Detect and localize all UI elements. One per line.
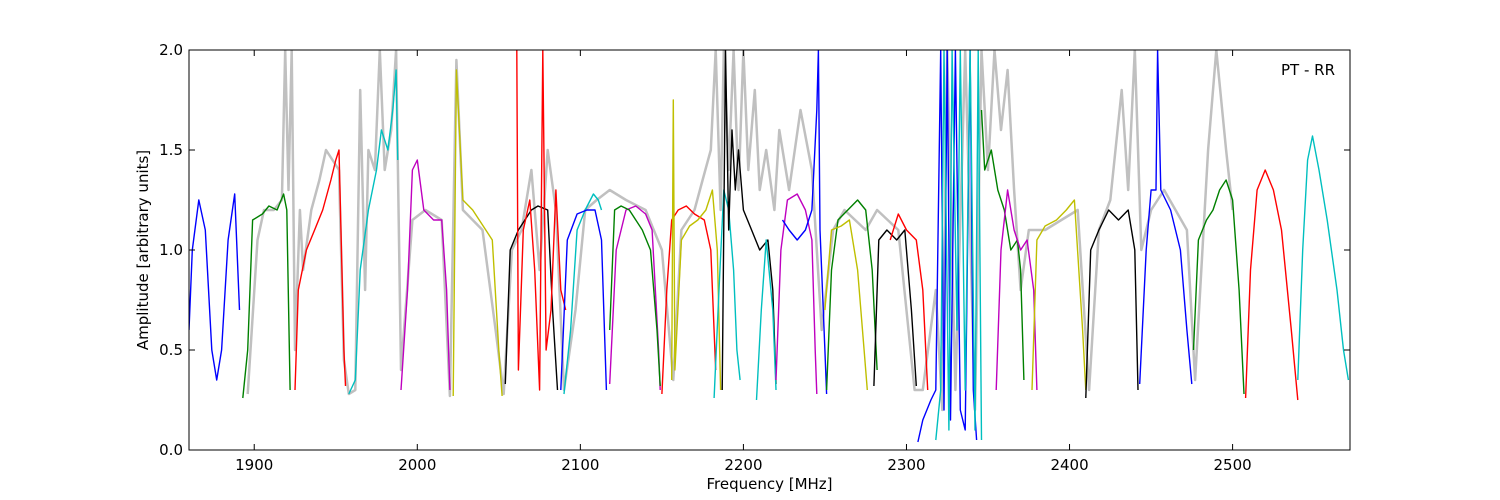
x-tick-label: 2100 [561,456,599,474]
series-line-29 [1085,209,1139,399]
x-tick-label: 2400 [1050,456,1088,474]
background-series-line [246,50,1234,412]
series-line-27 [995,189,1038,391]
series-line-23 [889,213,929,391]
series-line-26 [980,109,1025,381]
series-layer [189,50,1350,443]
series-line-18 [775,193,818,395]
series-line-16 [721,50,777,391]
x-axis-ticks: 1900 2000 2100 2200 2300 2400 2500 [235,50,1252,474]
y-axis-label: Amplitude [arbitrary units] [134,150,152,350]
series-line-19 [781,50,828,395]
plot-area [189,50,1350,443]
background-series-layer [246,50,1234,412]
series-line-4 [348,69,399,395]
x-tick-label: 2000 [398,456,436,474]
series-line-33 [1297,135,1350,381]
x-tick-label: 1900 [235,456,273,474]
series-line-17 [755,239,777,401]
chart-annotation: PT - RR [1281,61,1335,79]
y-tick-label: 1.5 [159,141,183,159]
x-tick-label: 2300 [887,456,925,474]
series-line-25 [935,50,983,441]
series-line-21 [824,219,868,391]
series-line-7 [504,205,559,391]
x-tick-label: 2200 [724,456,762,474]
series-line-14 [671,99,722,391]
series-line-1 [189,193,241,381]
x-axis-label: Frequency [MHz] [706,475,832,493]
series-line-13 [661,205,717,395]
y-axis-ticks: 0.0 0.5 1.0 1.5 2.0 [159,41,1350,459]
series-line-3 [294,149,347,391]
series-line-22 [873,229,917,387]
series-line-5 [400,159,451,391]
series-line-31 [1192,179,1245,395]
x-tick-label: 2500 [1214,456,1252,474]
series-line-28 [1031,199,1087,391]
y-tick-label: 0.5 [159,341,183,359]
series-line-12 [609,205,661,387]
series-line-10 [560,209,608,391]
series-line-30 [1139,50,1193,385]
series-line-6 [452,69,503,397]
series-line-8 [516,50,567,391]
series-line-32 [1244,169,1299,401]
y-tick-label: 2.0 [159,41,183,59]
y-tick-label: 1.0 [159,241,183,259]
series-line-20 [825,199,878,391]
series-line-2 [242,193,291,399]
y-tick-label: 0.0 [159,441,183,459]
